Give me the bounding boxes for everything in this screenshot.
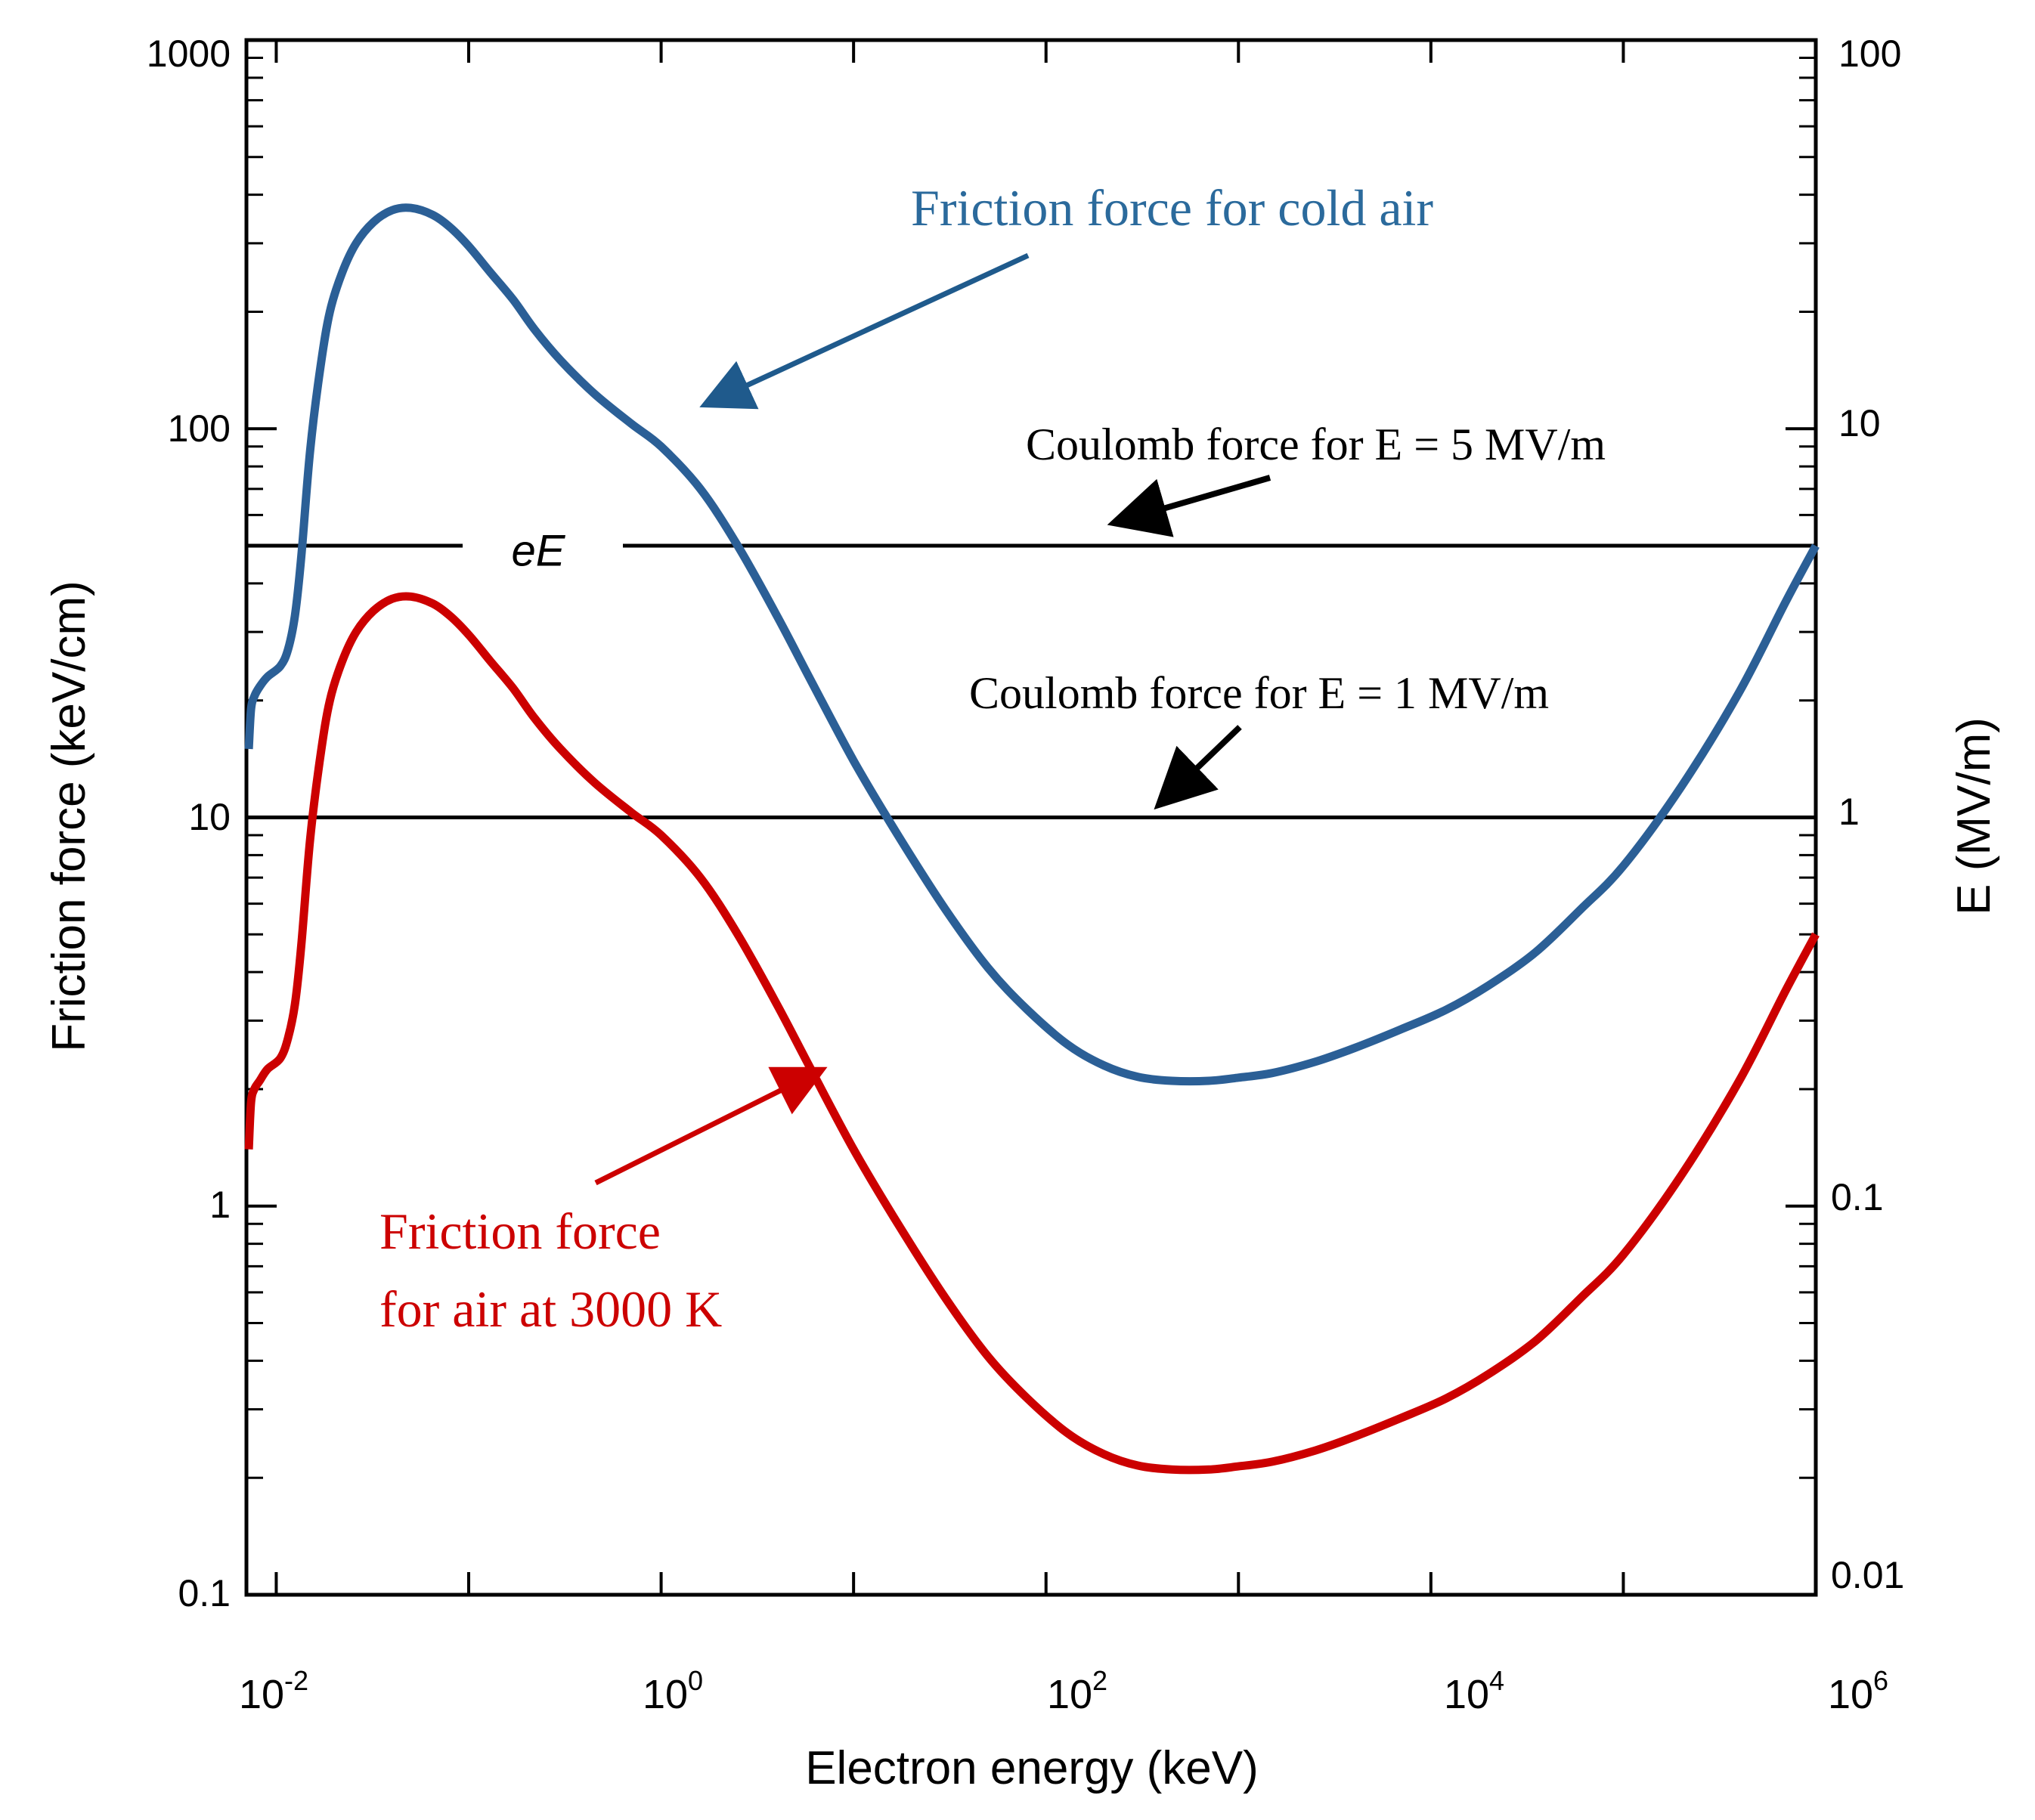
y-axis-label-right: E (MV/m) xyxy=(1948,717,2000,915)
x-tick-label: 102 xyxy=(1047,1665,1107,1717)
y-tick-label-right: 1 xyxy=(1838,791,1860,833)
coulomb-1-arrow xyxy=(1154,725,1242,810)
hot-air-annotation: Friction force for air at 3000 K xyxy=(379,1202,722,1338)
coulomb-1-annotation: Coulomb force for E = 1 MV/m xyxy=(969,668,1549,718)
y-tick-labels-right: 0.01 0.1 1 10 100 xyxy=(1831,32,1904,1596)
x-tick-labels: 10-2 100 102 104 106 xyxy=(239,1665,1888,1717)
y-tick-label-right: 0.01 xyxy=(1831,1554,1904,1596)
series-line-air-3000k xyxy=(244,592,1820,1475)
x-tick-label: 104 xyxy=(1444,1665,1504,1717)
y-tick-label-right: 10 xyxy=(1838,402,1881,444)
x-tick-label: 106 xyxy=(1828,1665,1888,1717)
y-tick-label: 1000 xyxy=(147,32,231,75)
y-axis-label-left: Friction force (keV/cm) xyxy=(43,580,95,1052)
cold-air-annotation: Friction force for cold air xyxy=(911,179,1433,237)
hot-air-arrow xyxy=(594,1066,828,1186)
minor-ticks xyxy=(246,57,1816,1479)
series-group xyxy=(244,203,1820,1475)
x-tick-label: 10-2 xyxy=(239,1665,308,1717)
x-axis-label: Electron energy (keV) xyxy=(805,1742,1259,1794)
y-tick-label: 0.1 xyxy=(178,1572,231,1614)
y-tick-label-right: 100 xyxy=(1838,32,1901,75)
series-line-cold-air xyxy=(244,203,1820,1086)
eE-label-background xyxy=(463,514,623,582)
coulomb-5-arrow xyxy=(1107,475,1271,537)
y-tick-label: 100 xyxy=(168,407,231,450)
y-tick-labels-left: 0.1 1 10 100 1000 xyxy=(147,32,231,1614)
cold-air-arrow xyxy=(699,252,1030,410)
eE-label: eE xyxy=(512,526,566,575)
coulomb-5-annotation: Coulomb force for E = 5 MV/m xyxy=(1026,419,1606,469)
y-tick-label-right: 0.1 xyxy=(1831,1176,1884,1218)
y-tick-label: 1 xyxy=(209,1184,231,1226)
x-tick-label: 100 xyxy=(643,1665,703,1717)
y-tick-label: 10 xyxy=(188,796,231,838)
